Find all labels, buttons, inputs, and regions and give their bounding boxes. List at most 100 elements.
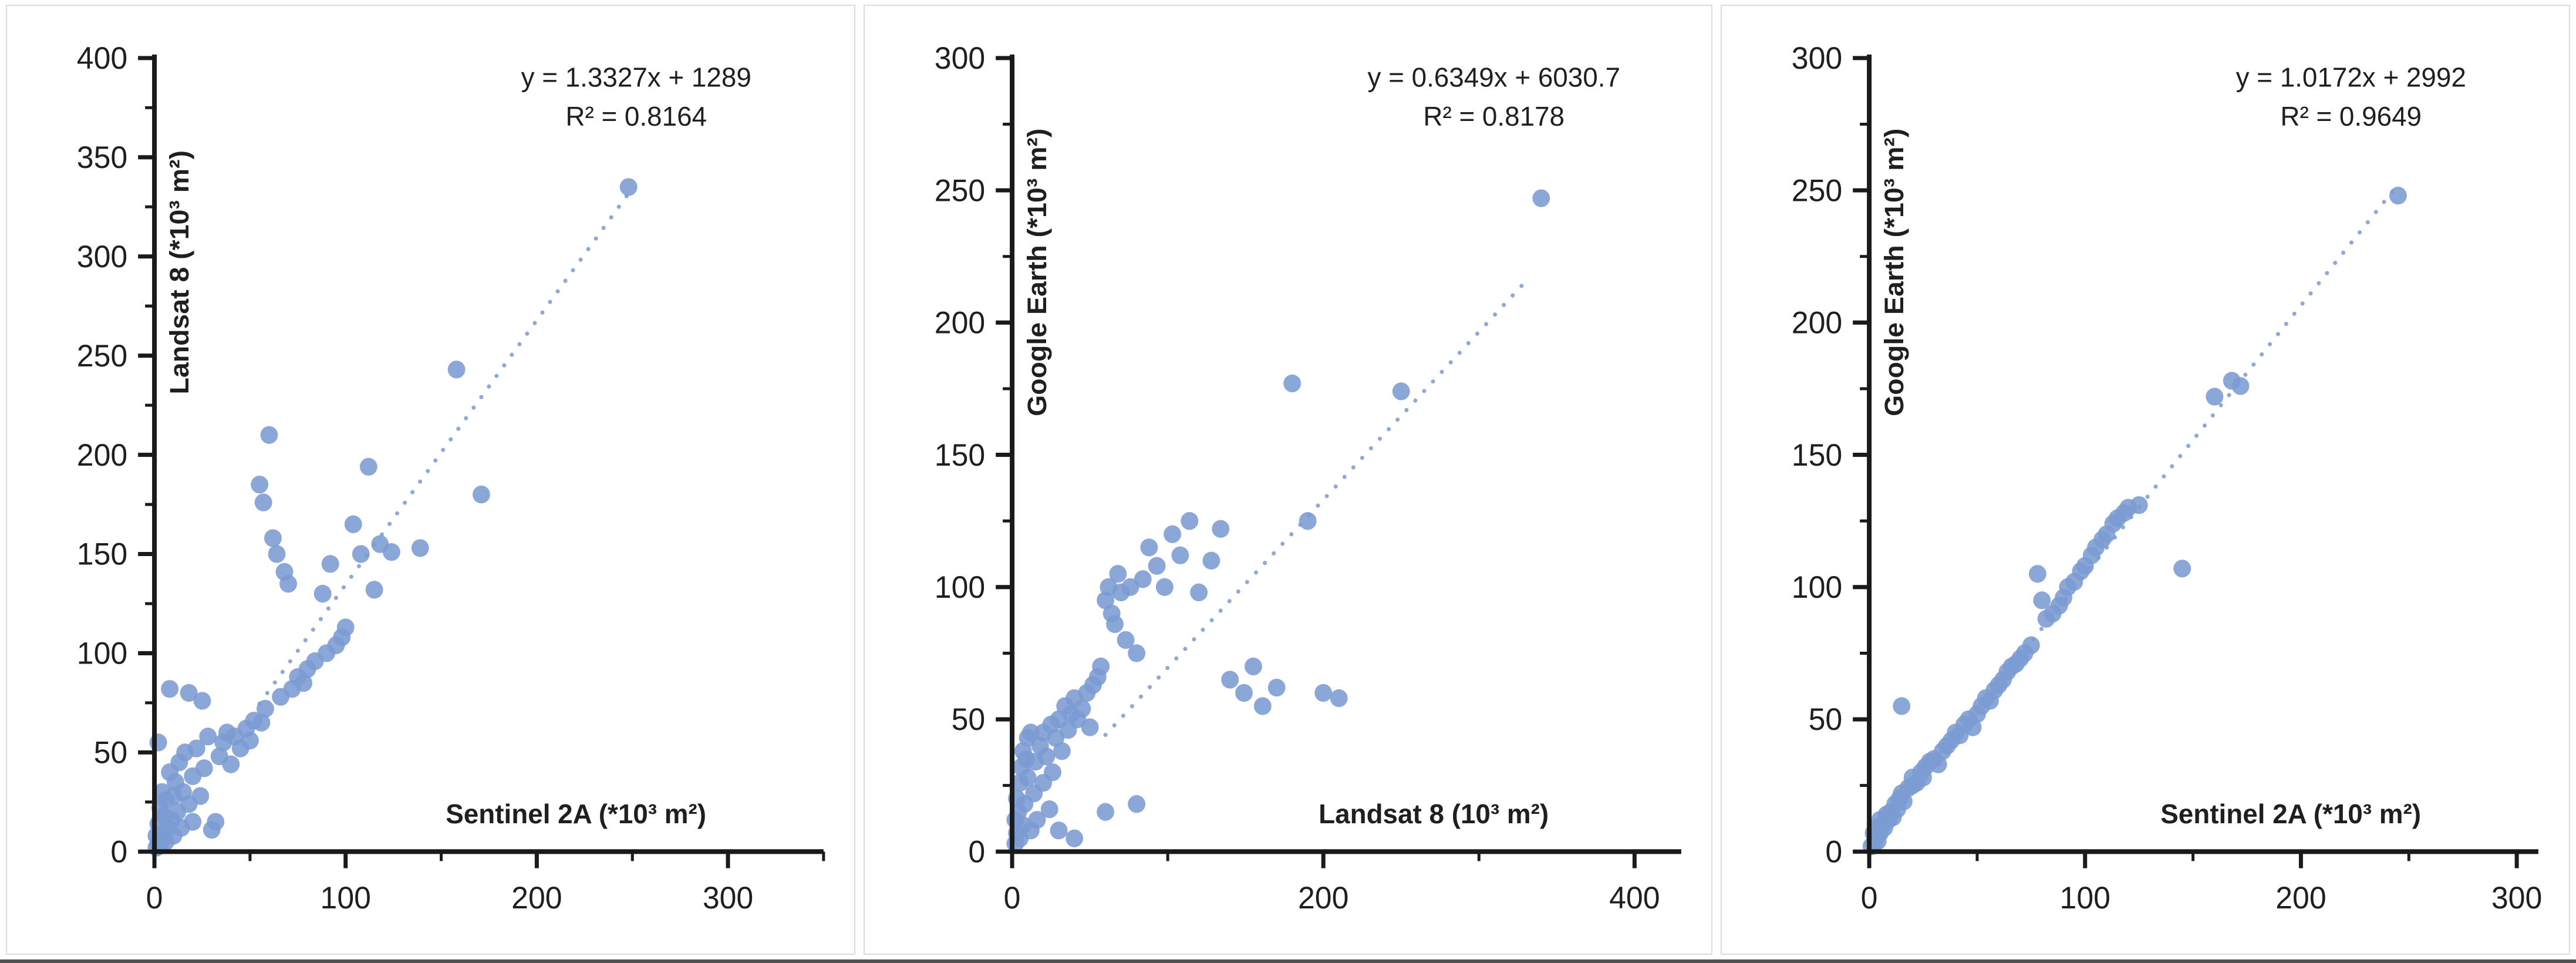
- data-point: [1180, 512, 1198, 530]
- y-tick-label: 200: [934, 306, 984, 340]
- chart-panel-sentinel-vs-landsat: 0 50 100 150 200 250 300 350 400 0 100 200 300 y = 1.…: [6, 5, 855, 955]
- data-point: [1105, 615, 1124, 634]
- data-point: [252, 713, 271, 732]
- data-point: [1127, 644, 1145, 662]
- data-point: [254, 493, 272, 511]
- chart-panel-sentinel-vs-googleearth: 0 50 100 150 200 250 300 0 100 200 300 y = 1.0172x …: [1721, 5, 2571, 955]
- y-tick-label: 100: [934, 571, 984, 605]
- data-point: [1109, 565, 1127, 583]
- data-point: [1893, 697, 1911, 715]
- y-tick-label: 0: [110, 835, 127, 869]
- data-point: [257, 699, 274, 718]
- data-point: [2389, 186, 2408, 205]
- y-tick-label: 50: [94, 736, 128, 770]
- x-tick-label: 100: [2060, 881, 2110, 915]
- y-tick-label: 0: [1826, 835, 1843, 869]
- data-point: [1163, 525, 1181, 543]
- data-point: [1117, 631, 1135, 649]
- data-point: [336, 618, 355, 637]
- x-tick-label: 400: [1609, 881, 1660, 915]
- y-axis-title: Google Earth (*10³ m²): [1879, 129, 1909, 416]
- x-tick-label: 0: [146, 881, 163, 915]
- data-point: [1253, 697, 1272, 715]
- data-point: [447, 361, 466, 379]
- data-point: [2029, 565, 2047, 583]
- x-axis-title: Sentinel 2A (*10³ m²): [2161, 799, 2422, 829]
- data-point: [1028, 811, 1046, 829]
- scatter-chart-sentinel-vs-googleearth: 0 50 100 150 200 250 300 0 100 200 300 y = 1.0172x …: [1792, 42, 2543, 916]
- y-tick-label: 50: [951, 703, 985, 737]
- data-point: [619, 178, 638, 196]
- data-point: [1392, 382, 1410, 400]
- x-tick-label: 200: [2276, 881, 2327, 915]
- r-squared-label: R² = 0.8164: [565, 101, 707, 132]
- r-squared-label: R² = 0.9649: [2281, 101, 2422, 132]
- equation-label: y = 1.3327x + 1289: [521, 62, 751, 92]
- y-tick-label: 0: [968, 835, 985, 869]
- y-tick-label: 350: [77, 141, 127, 175]
- data-point: [1155, 578, 1174, 596]
- data-point: [1148, 557, 1166, 575]
- r-squared-label: R² = 0.8178: [1423, 101, 1565, 132]
- bottom-divider: [0, 959, 2576, 963]
- y-tick-label: 250: [1792, 174, 1842, 208]
- data-point: [1140, 538, 1158, 557]
- data-point: [321, 555, 339, 573]
- data-point: [1043, 763, 1061, 782]
- data-point: [195, 759, 213, 777]
- data-point: [1211, 520, 1229, 538]
- data-point: [2033, 591, 2051, 610]
- data-point: [2130, 496, 2148, 514]
- data-point: [1096, 803, 1114, 821]
- data-point: [1171, 546, 1189, 564]
- data-point: [1073, 699, 1091, 718]
- y-axis-title: Google Earth (*10³ m²): [1021, 129, 1052, 416]
- data-point: [1267, 678, 1286, 697]
- data-point: [193, 692, 211, 710]
- x-tick-label: 300: [703, 881, 753, 915]
- trendline: [1103, 279, 1528, 738]
- data-point: [191, 787, 210, 805]
- data-point: [352, 545, 370, 563]
- y-tick-label: 250: [77, 339, 127, 373]
- y-tick-label: 150: [934, 438, 984, 472]
- data-point: [365, 581, 383, 599]
- data-point: [1040, 800, 1058, 819]
- y-tick-label: 300: [77, 240, 127, 274]
- data-point: [1021, 723, 1040, 742]
- trendline: [257, 186, 635, 706]
- data-point: [199, 728, 217, 746]
- data-point: [187, 739, 205, 757]
- equation-label: y = 0.6349x + 6030.7: [1367, 62, 1620, 92]
- y-tick-label: 300: [1792, 42, 1842, 76]
- data-point: [472, 485, 490, 504]
- y-tick-label: 200: [77, 438, 127, 472]
- y-tick-label: 150: [1792, 438, 1842, 472]
- data-point: [1091, 657, 1110, 676]
- data-point: [1081, 718, 1099, 736]
- data-point: [184, 813, 202, 831]
- data-point: [1220, 671, 1239, 689]
- y-tick-label: 300: [934, 42, 984, 76]
- data-point: [1330, 689, 1348, 708]
- y-tick-label: 400: [77, 42, 127, 76]
- data-point: [1235, 683, 1253, 702]
- x-tick-label: 200: [511, 881, 562, 915]
- data-point: [1202, 551, 1220, 570]
- data-point: [1037, 747, 1056, 766]
- data-point: [1065, 829, 1083, 847]
- data-point: [359, 457, 377, 476]
- data-point: [241, 731, 259, 750]
- data-point: [279, 575, 297, 593]
- data-point: [411, 539, 429, 557]
- data-point: [313, 584, 332, 603]
- data-point: [1314, 683, 1332, 702]
- data-point: [1053, 742, 1071, 760]
- data-point: [382, 543, 400, 561]
- y-tick-label: 100: [77, 637, 127, 671]
- data-point: [264, 529, 282, 547]
- y-tick-label: 250: [934, 174, 984, 208]
- equation-label: y = 1.0172x + 2992: [2236, 62, 2466, 92]
- x-axis-title: Landsat 8 (10³ m²): [1319, 799, 1549, 829]
